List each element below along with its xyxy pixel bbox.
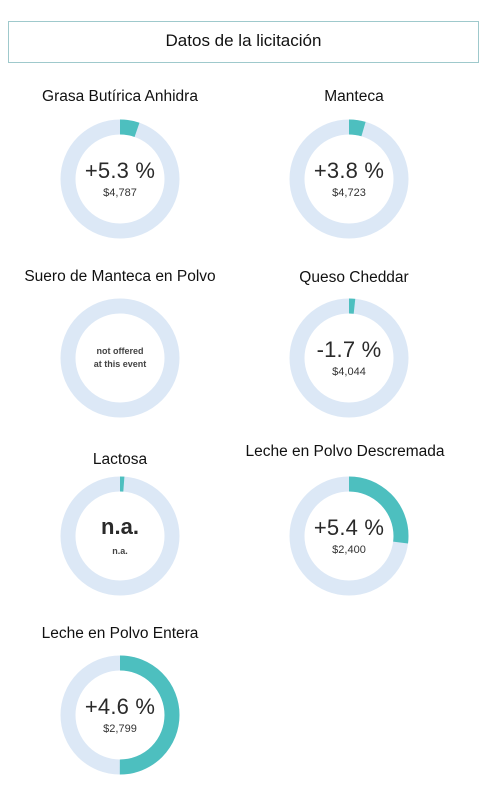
donut-gauge: +3.8 % $4,723 <box>288 118 410 240</box>
price-change-value: +5.4 % <box>313 514 385 540</box>
donut-gauge: -1.7 % $4,044 <box>288 297 410 419</box>
price-value: $4,787 <box>103 186 137 199</box>
price-value: n.a. <box>112 546 128 556</box>
product-title: Leche en Polvo Descremada <box>245 443 445 460</box>
product-title: Grasa Butírica Anhidra <box>42 88 198 105</box>
donut-gauge: +4.6 % $2,799 <box>59 654 181 776</box>
donut-fill-arc <box>289 476 409 596</box>
donut-gauge: +5.3 % $4,787 <box>59 118 181 240</box>
product-title: Suero de Manteca en Polvo <box>24 268 216 285</box>
not-offered-line1: not offered <box>96 345 144 356</box>
product-title: Queso Cheddar <box>299 269 409 286</box>
product-title: Leche en Polvo Entera <box>41 625 199 642</box>
product-title: Manteca <box>324 88 384 105</box>
header-box: Datos de la licitación <box>8 21 479 63</box>
price-value: $4,723 <box>332 186 366 199</box>
product-title: Lactosa <box>92 451 148 468</box>
price-change-value: +5.3 % <box>84 157 156 183</box>
not-offered-line2: at this event <box>93 359 147 369</box>
donut-gauge: +5.4 % $2,400 <box>288 475 410 597</box>
donut-gauge: not offered at this event <box>59 297 181 419</box>
donut-fill-arc <box>60 655 180 775</box>
price-value: $2,400 <box>332 543 366 556</box>
price-change-value: +4.6 % <box>84 693 156 719</box>
donut-track <box>60 298 180 418</box>
price-change-value: +3.8 % <box>313 157 385 183</box>
price-value: $4,044 <box>332 365 366 378</box>
price-change-value: n.a. <box>101 514 139 539</box>
donut-fill-arc <box>289 119 409 239</box>
donut-fill-arc <box>289 298 409 418</box>
donut-gauge: n.a. n.a. <box>59 475 181 597</box>
price-value: $2,799 <box>103 722 137 735</box>
page-title: Datos de la licitación <box>165 31 322 50</box>
donut-fill-arc <box>60 119 180 239</box>
price-change-value: -1.7 % <box>316 336 382 362</box>
donut-fill-arc <box>60 476 180 596</box>
